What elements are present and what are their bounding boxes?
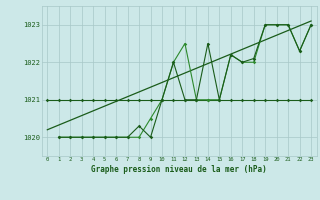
X-axis label: Graphe pression niveau de la mer (hPa): Graphe pression niveau de la mer (hPa): [91, 165, 267, 174]
